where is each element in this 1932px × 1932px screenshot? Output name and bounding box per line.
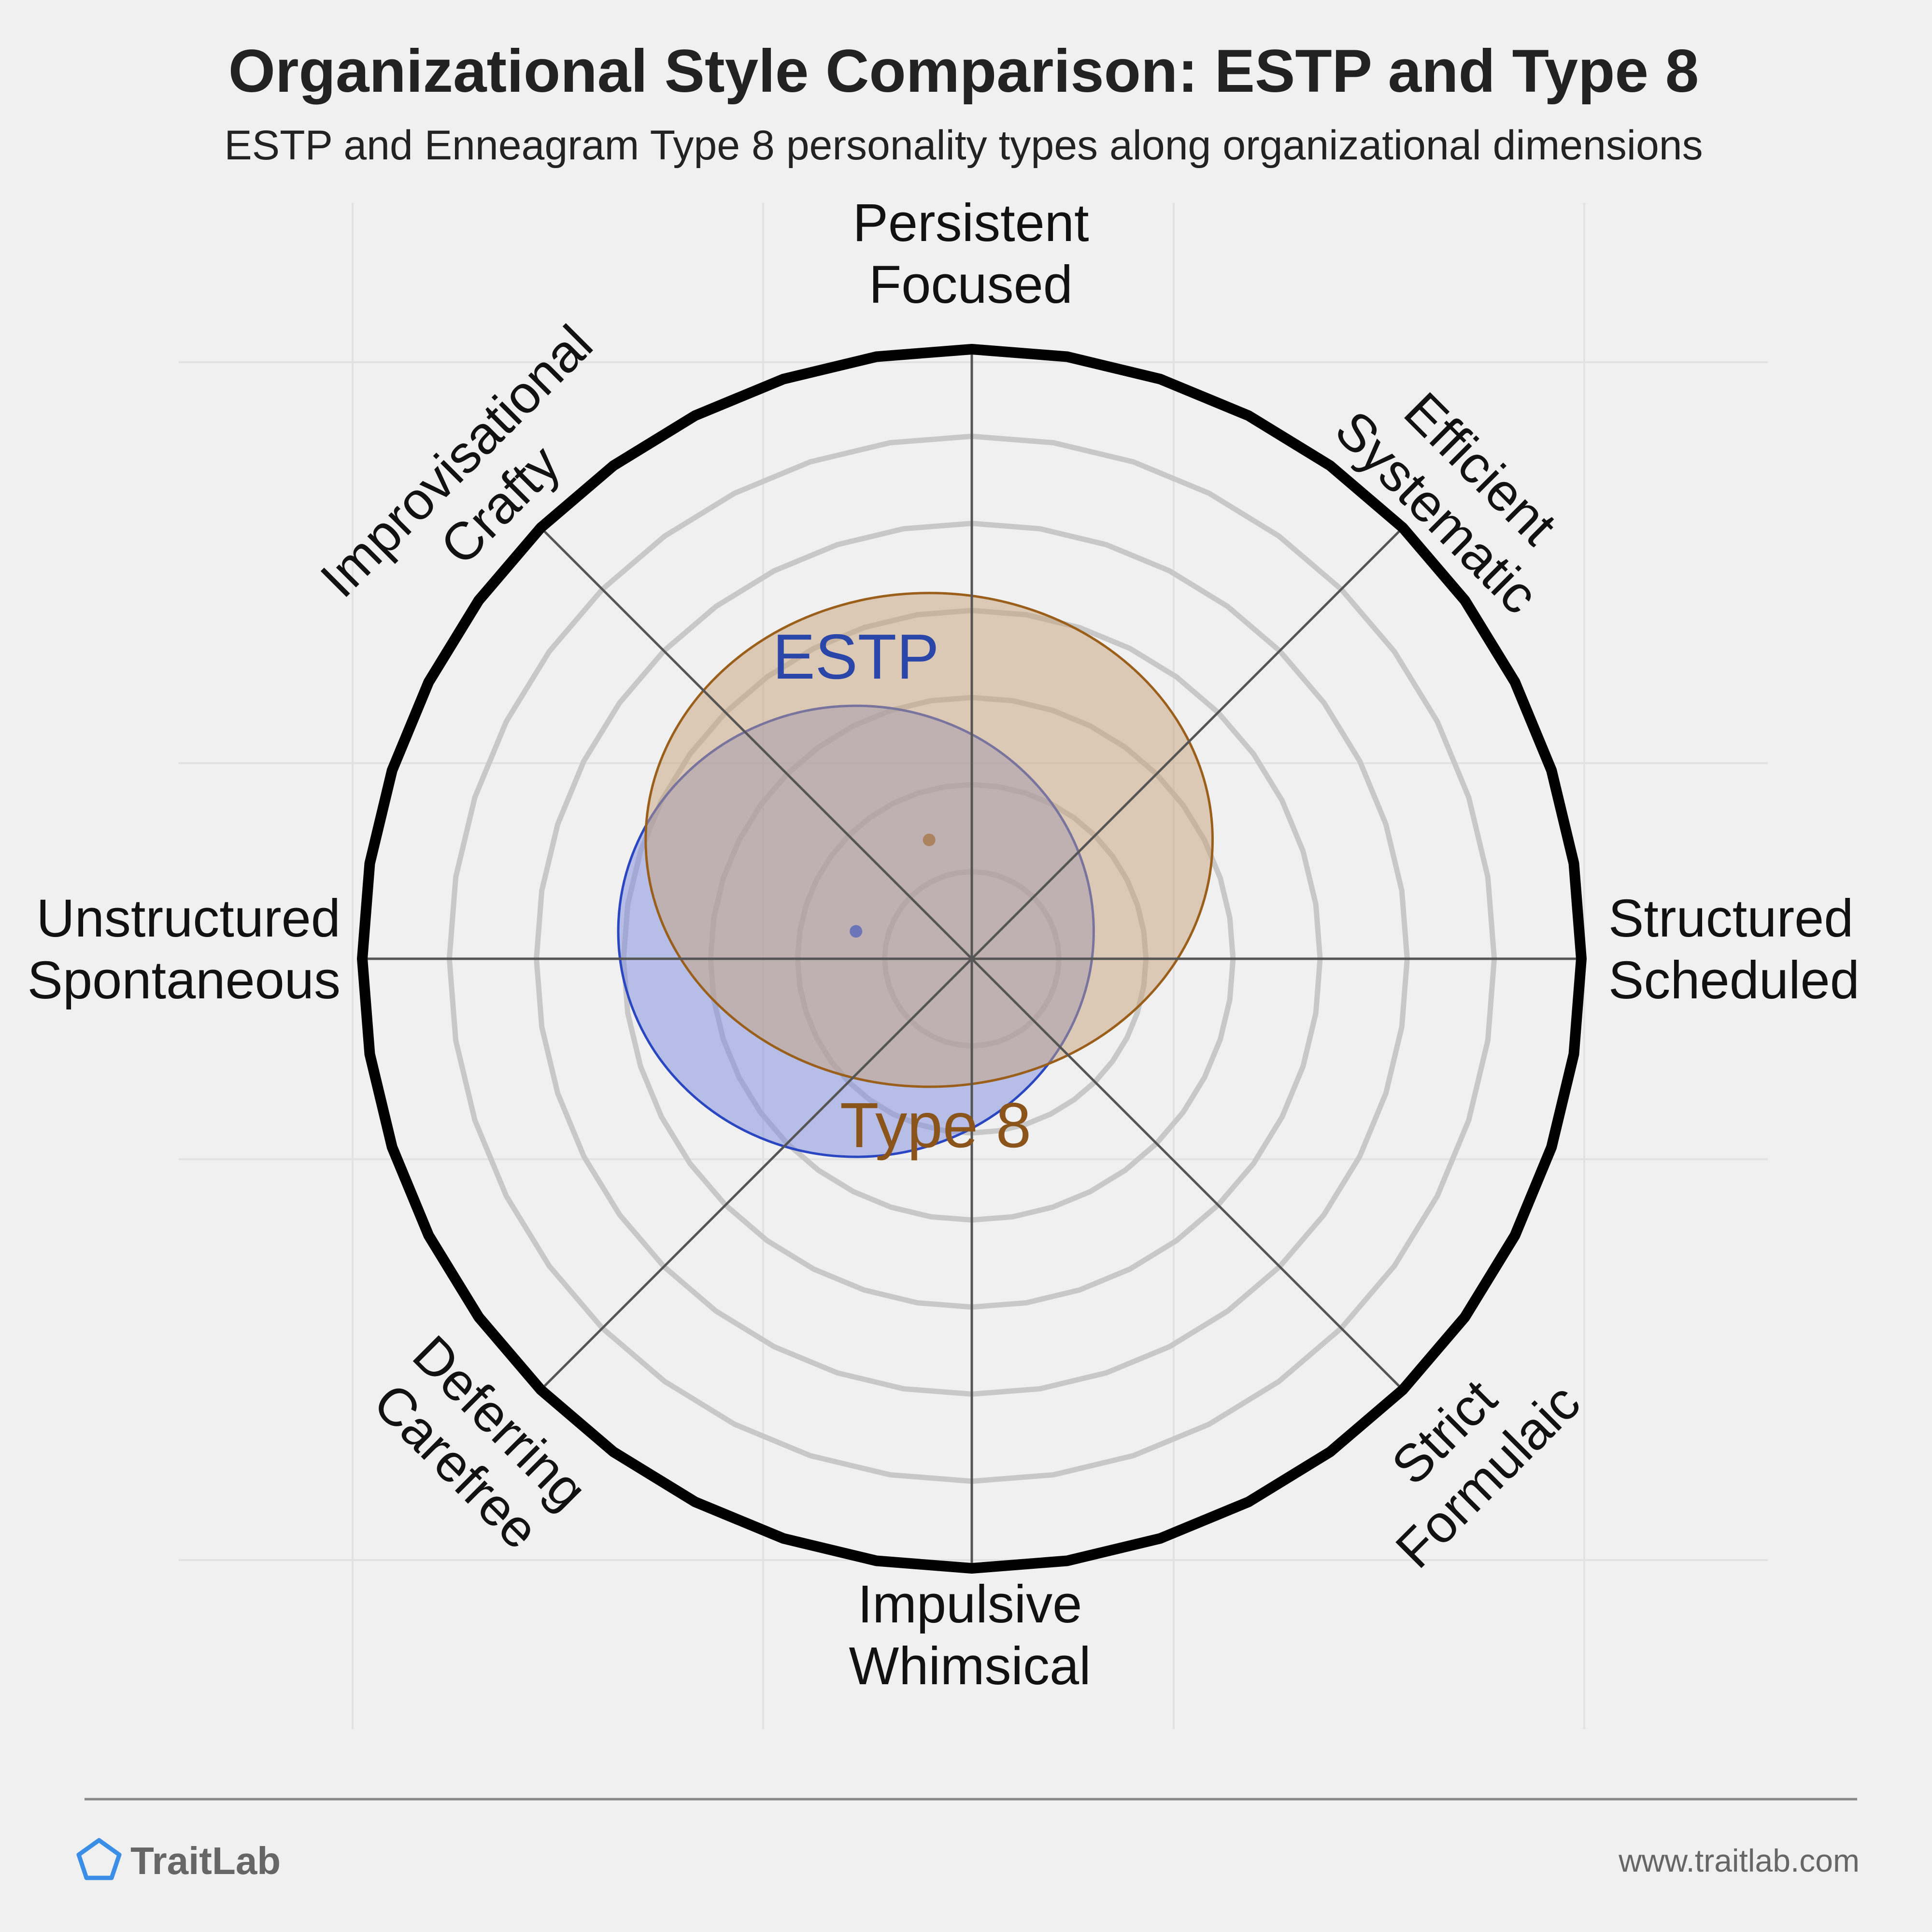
chart-subtitle: ESTP and Enneagram Type 8 personality ty… <box>224 122 1703 169</box>
axis-label-line: Impulsive <box>858 1575 1082 1634</box>
axis-label-line: Persistent <box>852 193 1089 253</box>
axis-label-line: Focused <box>869 255 1073 314</box>
footer-url: www.traitlab.com <box>1618 1843 1860 1878</box>
series-label-estp: ESTP <box>773 621 939 692</box>
axis-label-line: Whimsical <box>849 1636 1091 1696</box>
series-center-dot-estp <box>850 925 863 938</box>
axis-label-line: Structured <box>1608 889 1853 948</box>
series-shapes <box>617 592 1214 1158</box>
axis-label-line: Unstructured <box>36 889 341 948</box>
series-center-dot-type-8 <box>923 833 936 846</box>
chart-title: Organizational Style Comparison: ESTP an… <box>228 38 1699 105</box>
series-labels: ESTP Type 8 <box>773 621 1032 1161</box>
outer-ring-group <box>357 344 1587 1574</box>
axis-label-line: Scheduled <box>1608 951 1860 1010</box>
traitlab-logo-icon <box>76 1838 122 1880</box>
axis-label-line: Spontaneous <box>28 951 341 1010</box>
axis-line-3 <box>540 526 1404 1391</box>
series-label-type-8: Type 8 <box>840 1090 1031 1161</box>
footer-brand: TraitLab <box>130 1839 281 1882</box>
outer-ring <box>357 344 1587 1574</box>
axis-lines <box>362 349 1581 1568</box>
